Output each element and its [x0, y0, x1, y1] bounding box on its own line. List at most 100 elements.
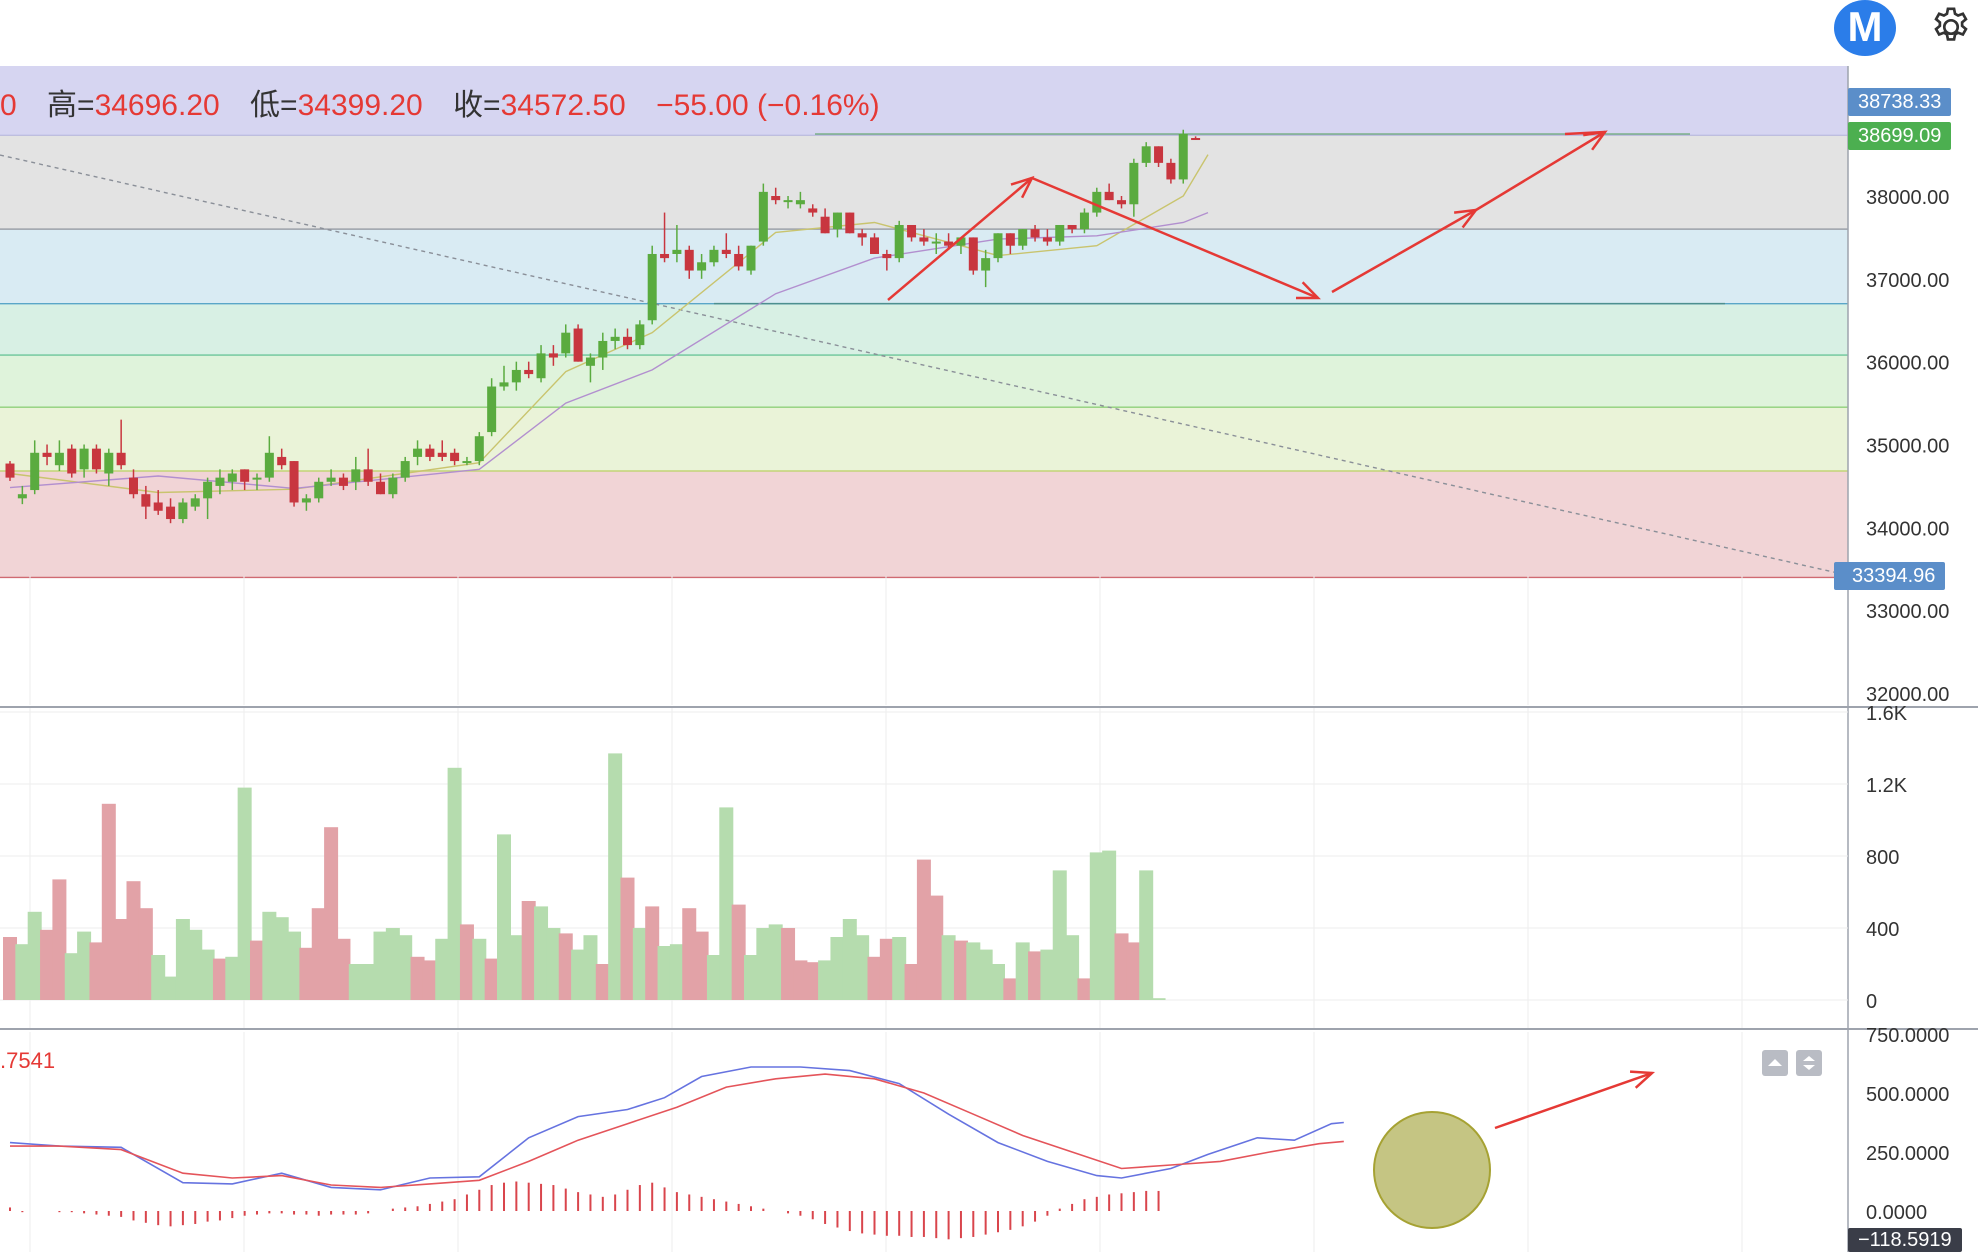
volume-bar: [855, 935, 870, 1000]
price-tag-top: 38738.33: [1848, 88, 1952, 116]
volume-bar: [941, 935, 956, 1000]
volume-bar: [781, 928, 796, 1000]
volume-bar: [595, 964, 610, 1000]
volume-bar: [497, 834, 511, 1000]
candle-body: [474, 436, 484, 462]
candle-body: [956, 237, 966, 246]
candle-body: [758, 191, 768, 242]
candle-body: [129, 477, 138, 495]
gear-icon[interactable]: [1928, 4, 1974, 50]
volume-bar: [1102, 850, 1117, 1000]
macd-tick-label: 750.0000: [1866, 1025, 1949, 1047]
candle-body: [203, 481, 213, 499]
m-logo-icon[interactable]: M: [1834, 0, 1896, 56]
volume-bar: [793, 960, 808, 1000]
volume-bar: [1052, 870, 1067, 1000]
candle-body: [388, 477, 398, 495]
macd-value-tag: −118.5919: [1848, 1228, 1962, 1252]
candle-body: [734, 253, 744, 267]
candle-body: [684, 249, 694, 271]
volume-bar: [212, 958, 227, 1000]
candle-body: [67, 448, 77, 474]
candle-body: [413, 448, 423, 457]
volume-bar: [3, 937, 17, 1000]
price-tick-label: 37000.00: [1866, 270, 1949, 292]
candle-body: [326, 477, 336, 482]
price-tick-label: 36000.00: [1866, 353, 1949, 375]
candle-body: [660, 253, 670, 259]
chevron-down-icon[interactable]: [1796, 1050, 1822, 1076]
candle-body: [783, 200, 793, 203]
candle-body: [623, 336, 632, 346]
price-tick-label: 34000.00: [1866, 518, 1949, 540]
candle-body: [1018, 229, 1028, 246]
volume-bar: [744, 955, 758, 1000]
volume-bar: [756, 928, 771, 1000]
volume-bar: [571, 949, 586, 1000]
candle-body: [42, 452, 52, 457]
chevron-up-icon[interactable]: [1762, 1050, 1788, 1076]
candle-body: [573, 328, 583, 362]
volume-bar: [40, 929, 55, 1000]
candle-body: [1166, 162, 1176, 180]
annotation-arrow-up-3: [1475, 130, 1606, 212]
candle-body: [647, 253, 657, 321]
volume-bar: [237, 787, 252, 1000]
ohlc-readout: 0 高=34696.20 低=34399.20 收=34572.50 −55.0…: [0, 80, 880, 124]
price-tick-label: 33000.00: [1866, 601, 1949, 623]
volume-bar: [583, 935, 598, 1000]
highlight-circle: [1373, 1111, 1491, 1229]
price-tag-line-end: 33394.96: [1834, 562, 1946, 590]
volume-bar: [138, 908, 153, 1000]
annotation-arrow-up-1: [887, 177, 1033, 301]
volume-bar: [694, 931, 709, 1000]
volume-bar: [1028, 951, 1043, 1000]
volume-bar: [991, 964, 1005, 1000]
candle-body: [153, 502, 163, 511]
volume-bar: [459, 924, 474, 1000]
candle-body: [981, 258, 991, 271]
volume-bar: [188, 929, 203, 1000]
high-label: 高=: [47, 89, 95, 122]
candle-body: [314, 481, 324, 499]
ohlc-partial-open: 0: [0, 89, 17, 122]
candle-body: [598, 340, 608, 358]
price-tick-label: 32000.00: [1866, 684, 1949, 706]
volume-bar: [1065, 935, 1080, 1000]
volume-bar: [101, 803, 116, 1000]
candle-body: [252, 477, 262, 480]
candle-body: [437, 452, 447, 457]
volume-bar: [15, 944, 30, 1000]
candle-body: [944, 241, 954, 246]
macd-tick-label: 0.0000: [1866, 1202, 1927, 1224]
volume-bar: [447, 767, 462, 1000]
annotation-arrow-down-head: [1295, 281, 1321, 300]
volume-tick-label: 1.6K: [1866, 703, 1908, 725]
candle-body: [400, 461, 410, 478]
candle-body: [79, 448, 89, 470]
volume-bar: [1114, 933, 1129, 1000]
volume-bar: [287, 931, 302, 1000]
volume-bar: [373, 931, 388, 1000]
candle-body: [536, 353, 546, 379]
candle-body: [1129, 162, 1139, 205]
volume-bar: [435, 938, 450, 1000]
candle-body: [672, 249, 682, 254]
candle-body: [511, 369, 521, 383]
candle-body: [462, 461, 472, 464]
volume-bar: [299, 947, 314, 1000]
volume-bar: [830, 937, 845, 1000]
volume-bar: [324, 827, 339, 1000]
candle-body: [1141, 146, 1151, 163]
volume-bar: [632, 928, 647, 1000]
candle-body: [499, 382, 509, 387]
price-tick-label: 35000.00: [1866, 436, 1949, 458]
trend-line: [0, 154, 1843, 575]
candle-body: [1030, 229, 1040, 238]
candle-body: [845, 212, 855, 234]
volume-bar: [768, 924, 783, 1000]
volume-tick-label: 800: [1866, 847, 1899, 869]
close-label: 收=: [453, 89, 501, 122]
candle-body: [524, 369, 534, 375]
